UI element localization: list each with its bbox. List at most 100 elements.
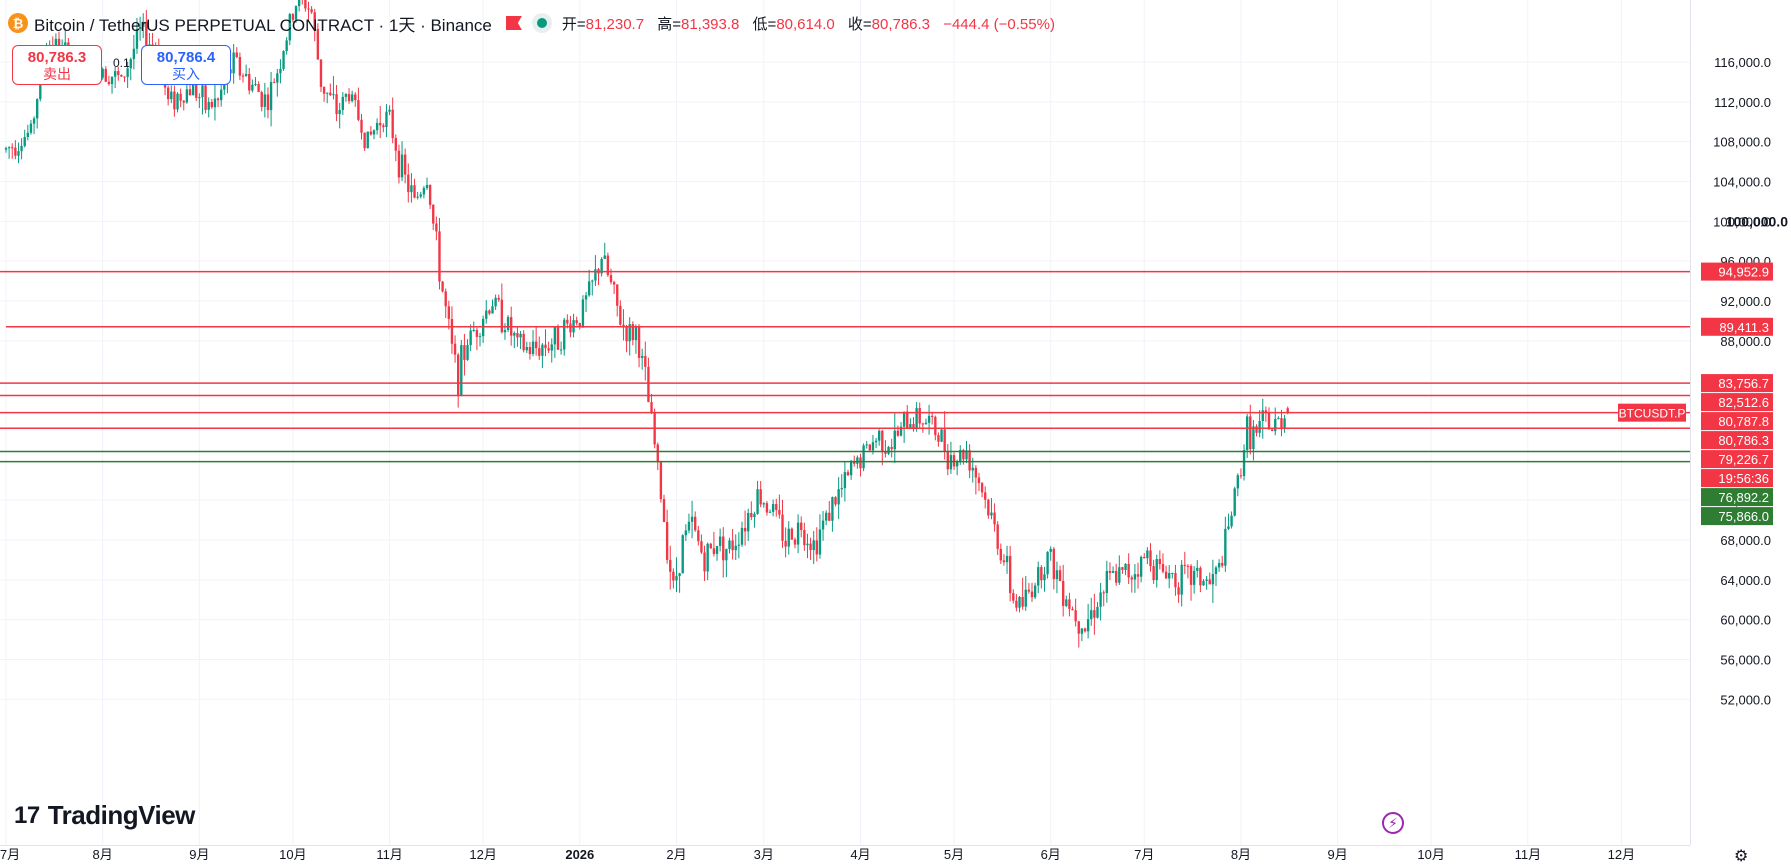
candle-body — [145, 21, 148, 49]
candle-body — [640, 355, 644, 358]
time-tick-label: 5月 — [944, 847, 964, 861]
candle-body — [179, 93, 182, 101]
flag-icon[interactable] — [505, 16, 522, 30]
candle-body — [837, 489, 840, 505]
price-axis[interactable]: 116,000.0 112,000.0 108,000.0 104,000.0 100,… — [1618, 0, 1788, 845]
candle-body — [912, 424, 915, 428]
price-level-box — [1701, 262, 1773, 281]
candle-body — [625, 326, 628, 342]
time-tick-label: 2月 — [666, 847, 686, 861]
candle-body — [743, 527, 747, 532]
candle-body — [463, 345, 466, 360]
candlestick-series — [4, 0, 1289, 648]
candle-body — [1021, 596, 1024, 607]
symbol-tag — [1618, 403, 1686, 422]
candle-body — [809, 543, 812, 551]
candle-body — [581, 299, 585, 327]
candle-body — [360, 119, 363, 133]
candle-body — [1099, 592, 1102, 607]
gear-icon[interactable]: ⚙ — [1734, 848, 1749, 865]
candle-body — [235, 52, 238, 58]
candle-body — [1030, 591, 1034, 598]
candle-body — [899, 426, 903, 436]
candle-body — [996, 524, 999, 549]
time-tick-label: 8月 — [1231, 847, 1251, 861]
candle-body — [609, 275, 613, 283]
candle-body — [244, 73, 248, 76]
candle-body — [1164, 571, 1168, 579]
candle-body — [1267, 412, 1271, 430]
candle-body — [902, 411, 906, 427]
candle-body — [335, 94, 338, 115]
sell-button[interactable]: 80,786.3 卖出 — [12, 45, 102, 85]
candle-body — [1264, 410, 1268, 413]
close-label: 收= — [847, 15, 872, 33]
candle-body — [553, 326, 557, 345]
candle-body — [1274, 418, 1277, 432]
price-level-label: 89,411.3 — [1719, 320, 1769, 335]
candle-body — [856, 457, 859, 464]
candle-body — [1217, 563, 1221, 568]
horizontal-levels[interactable] — [0, 270, 1690, 463]
candle-body — [631, 324, 635, 341]
candle-body — [594, 269, 597, 281]
candle-body — [1049, 548, 1052, 552]
candle-body — [266, 94, 270, 111]
time-axis[interactable]: 7月 8月 9月 10月 11月 12月 2026 2月 3月 4月 5月 6月 7月 8月 9月 10月 11… — [0, 845, 1690, 862]
tradingview-logo[interactable]: 17 TradingView — [14, 800, 195, 831]
candle-body — [1277, 418, 1280, 420]
buy-button[interactable]: 80,786.4 买入 — [141, 45, 231, 85]
symbol-tag-label: BTCUSDT.P — [1619, 407, 1686, 421]
candle-body — [644, 355, 647, 367]
price-tick-label: 116,000.0 — [1714, 55, 1771, 70]
candle-body — [993, 512, 996, 525]
market-status-icon[interactable] — [531, 13, 552, 33]
candle-body — [1065, 599, 1068, 606]
candle-body — [388, 109, 391, 112]
candle-body — [307, 8, 310, 10]
candle-body — [304, 0, 307, 9]
candle-body — [497, 297, 500, 300]
candle-body — [519, 333, 522, 338]
candle-body — [391, 109, 394, 138]
candle-body — [113, 71, 117, 77]
price-level-label: 82,512.6 — [1718, 395, 1769, 410]
candle-body — [734, 545, 737, 551]
candle-body — [1283, 418, 1286, 428]
candle-body — [591, 280, 594, 282]
candle-body — [1149, 550, 1152, 567]
price-level-label: 83,756.7 — [1718, 376, 1769, 391]
candle-body — [1080, 628, 1084, 634]
candle-body — [1040, 567, 1043, 581]
lightning-icon[interactable]: ⚡ — [1382, 812, 1404, 834]
candle-body — [1189, 565, 1193, 585]
candle-body — [762, 503, 765, 505]
candle-body — [1012, 593, 1015, 601]
tradingview-logo-mark: 17 — [14, 801, 40, 829]
candle-body — [765, 503, 769, 513]
candle-body — [1105, 571, 1109, 594]
candle-body — [952, 455, 956, 467]
candle-body — [232, 52, 235, 74]
candle-body — [1177, 587, 1180, 595]
candle-body — [313, 12, 316, 29]
candle-body — [927, 415, 931, 423]
candle-body — [176, 93, 179, 110]
candle-body — [619, 305, 622, 325]
candle-body — [531, 341, 535, 355]
candle-body — [435, 223, 438, 232]
candle-body — [1161, 564, 1165, 572]
candle-body — [522, 333, 525, 351]
symbol-title[interactable]: Bitcoin / TetherUS PERPETUAL CONTRACT · … — [34, 15, 492, 35]
candle-body — [684, 530, 688, 536]
change-value: −444.4 (−0.55%) — [943, 15, 1055, 33]
price-tick-label-major: 100,000.0 — [1726, 213, 1788, 229]
candle-body — [550, 344, 553, 351]
candle-body — [628, 324, 631, 342]
candle-body — [4, 148, 8, 150]
candle-body — [110, 76, 114, 85]
candle-body — [310, 9, 313, 13]
candle-body — [915, 408, 918, 428]
candle-body — [416, 196, 419, 198]
